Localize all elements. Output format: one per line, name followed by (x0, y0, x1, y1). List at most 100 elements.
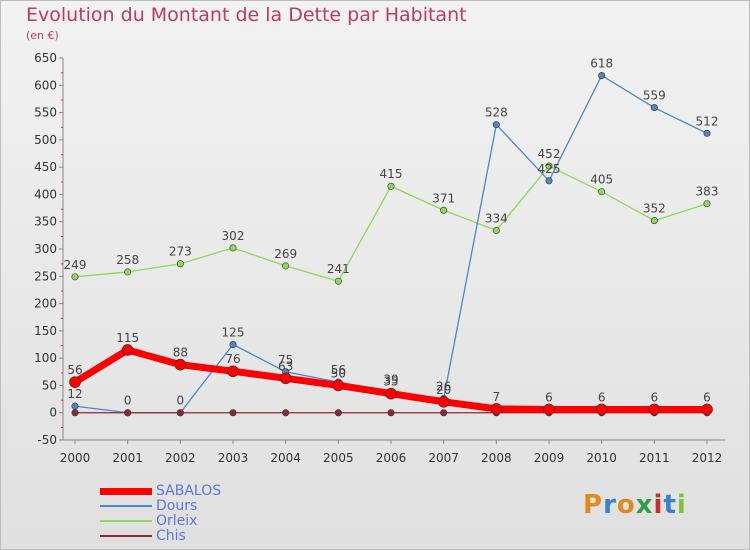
legend-swatch-sabalos (100, 488, 152, 495)
data-point-sabalos (174, 358, 187, 371)
data-point-dours (492, 121, 500, 129)
x-tick-label: 2012 (692, 451, 723, 465)
data-label-sabalos: 63 (278, 359, 293, 373)
data-label-sabalos: 35 (383, 375, 398, 389)
legend-label-chis: Chis (156, 528, 186, 544)
legend-swatch-chis (100, 535, 152, 537)
data-label-sabalos: 6 (545, 390, 553, 404)
proxiti-logo: Proxiti (583, 490, 687, 520)
logo-letter: o (616, 490, 636, 520)
data-label-orleix: 302 (222, 229, 245, 243)
y-tick-label: 200 (34, 297, 57, 311)
data-point-chis (282, 409, 290, 417)
x-tick-label: 2005 (323, 451, 354, 465)
x-tick-label: 2009 (534, 451, 565, 465)
x-tick-label: 2000 (60, 451, 91, 465)
data-point-sabalos (121, 344, 134, 356)
data-label-dours: 125 (222, 326, 245, 340)
x-tick-label: 2007 (428, 451, 459, 465)
data-point-chis (334, 409, 342, 417)
x-tick-label: 2010 (586, 451, 617, 465)
data-label-dours: 0 (177, 394, 185, 408)
data-point-sabalos (385, 387, 397, 400)
data-label-orleix: 273 (169, 245, 192, 259)
logo-letter: x (635, 490, 654, 520)
data-label-dours: 75 (278, 353, 293, 367)
data-point-sabalos (69, 376, 81, 388)
data-label-sabalos: 115 (116, 331, 139, 345)
data-point-sabalos (595, 403, 608, 416)
data-label-dours: 528 (485, 106, 508, 120)
data-label-sabalos: 56 (67, 363, 82, 377)
data-label-sabalos: 6 (651, 390, 659, 404)
x-tick-label: 2006 (376, 451, 407, 465)
data-point-orleix (545, 162, 553, 170)
data-point-orleix (650, 217, 658, 225)
y-tick-label: 550 (34, 106, 57, 120)
data-label-dours: 512 (696, 114, 719, 128)
data-label-orleix: 415 (380, 167, 403, 181)
x-tick-label: 2011 (639, 451, 670, 465)
data-point-sabalos (648, 403, 661, 416)
data-label-dours: 425 (538, 162, 561, 176)
data-point-sabalos (227, 365, 239, 378)
data-label-sabalos: 50 (331, 366, 346, 380)
data-point-dours (71, 402, 79, 410)
data-point-chis (229, 409, 237, 417)
x-tick-label: 2004 (270, 451, 301, 465)
data-point-orleix (124, 268, 132, 276)
data-point-orleix (282, 262, 290, 270)
data-point-orleix (387, 182, 395, 190)
data-label-orleix: 371 (432, 191, 455, 205)
data-point-dours (598, 71, 606, 79)
data-label-sabalos: 6 (703, 390, 711, 404)
logo-letter: P (583, 490, 604, 520)
y-tick-label: 400 (34, 187, 57, 201)
data-point-sabalos (332, 379, 345, 392)
data-label-orleix: 405 (590, 173, 613, 187)
data-label-orleix: 383 (696, 185, 719, 199)
x-tick-label: 2002 (165, 451, 196, 465)
legend-swatch-orleix (100, 520, 152, 522)
data-label-orleix: 249 (64, 258, 87, 272)
y-tick-label: 300 (34, 242, 57, 256)
chart-title: Evolution du Montant de la Dette par Hab… (26, 4, 467, 26)
data-label-dours: 618 (590, 56, 613, 70)
data-label-orleix: 452 (538, 147, 561, 161)
x-tick-label: 2001 (112, 451, 143, 465)
data-point-orleix (598, 188, 606, 196)
logo-letter: i (676, 490, 687, 520)
data-label-dours: 56 (331, 363, 346, 377)
y-tick-label: 450 (34, 160, 57, 174)
data-point-chis (71, 409, 79, 417)
data-point-orleix (229, 244, 237, 252)
data-label-sabalos: 88 (173, 346, 188, 360)
data-point-orleix (492, 226, 500, 234)
logo-letter: i (653, 490, 664, 520)
legend-label-orleix: Orleix (156, 513, 198, 529)
x-tick-label: 2008 (481, 451, 512, 465)
data-label-orleix: 352 (643, 202, 666, 216)
y-tick-label: 150 (34, 324, 57, 338)
x-tick-label: 2003 (218, 451, 249, 465)
data-label-orleix: 258 (116, 253, 139, 267)
data-point-orleix (71, 273, 79, 281)
data-label-sabalos: 76 (225, 352, 240, 366)
y-tick-label: 250 (34, 269, 57, 283)
data-point-dours (703, 129, 711, 137)
data-point-chis (440, 409, 448, 417)
axes: -500501001502002503003504004505005506006… (34, 51, 725, 465)
data-label-dours: 0 (124, 394, 132, 408)
logo-letter: t (663, 490, 677, 520)
data-point-sabalos (543, 403, 555, 416)
legend-swatch-dours (100, 505, 152, 507)
chart-unit: (en €) (26, 29, 59, 42)
data-label-orleix: 269 (274, 247, 297, 261)
legend-label-sabalos: SABALOS (156, 483, 222, 499)
y-tick-label: 600 (34, 78, 57, 92)
data-label-dours: 12 (67, 387, 82, 401)
data-point-orleix (703, 200, 711, 208)
